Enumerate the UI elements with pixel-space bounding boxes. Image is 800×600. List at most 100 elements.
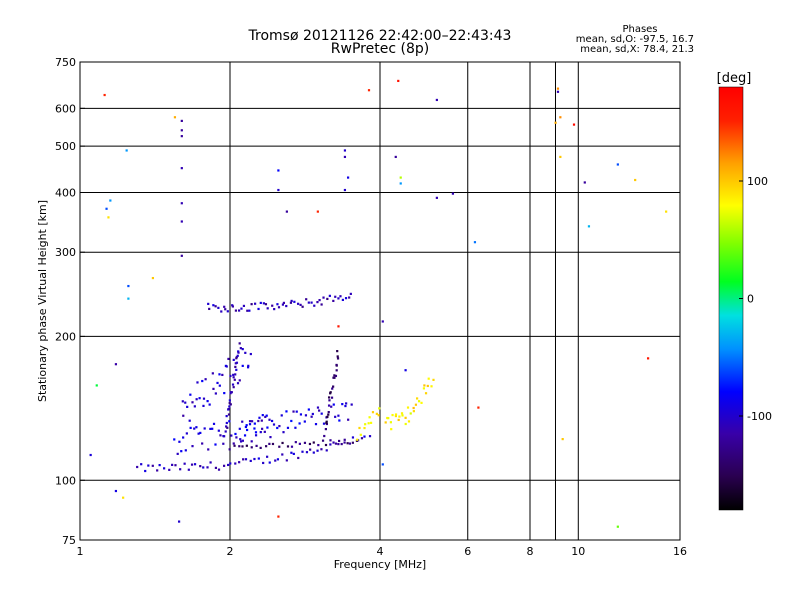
data-point (363, 426, 366, 430)
data-point (387, 417, 390, 420)
x-axis-ticks: 1 2 4 6 8 10 16 (77, 545, 688, 558)
data-point (430, 385, 433, 388)
data-point (307, 301, 310, 304)
data-point (228, 448, 231, 451)
data-point (227, 463, 230, 467)
data-point (247, 364, 250, 367)
data-point (253, 457, 256, 461)
data-point (168, 468, 171, 471)
data-point (199, 465, 202, 468)
chart-subtitle: RwPretec (8p) (331, 41, 429, 57)
data-point (340, 442, 343, 446)
data-point (303, 420, 306, 423)
data-point (174, 464, 177, 467)
data-point (293, 300, 296, 303)
data-point (406, 406, 410, 409)
data-point (225, 425, 228, 428)
data-point (276, 458, 280, 461)
data-point (276, 303, 279, 306)
data-point (217, 468, 221, 471)
data-point (277, 188, 280, 192)
data-point (351, 436, 355, 439)
data-point (184, 449, 187, 452)
data-point (329, 443, 332, 446)
data-point (310, 415, 313, 418)
data-point (244, 458, 248, 461)
data-point (151, 464, 154, 467)
data-point (559, 116, 562, 119)
colorbar-tick-label: 0 (747, 293, 754, 306)
data-point (394, 155, 397, 159)
data-point (378, 407, 381, 410)
x-tick-label: 8 (527, 545, 534, 558)
data-point (336, 355, 339, 358)
data-point (234, 309, 238, 312)
data-point (307, 408, 310, 411)
data-point (156, 469, 159, 472)
data-point (223, 305, 226, 308)
data-point (634, 178, 637, 182)
data-point (171, 463, 174, 466)
data-point (364, 423, 367, 426)
data-point (295, 410, 298, 413)
data-point (95, 384, 98, 387)
data-point (334, 295, 337, 298)
data-point (254, 431, 258, 434)
data-point (144, 469, 147, 473)
data-point (127, 284, 130, 288)
colorbar-tick-label: -100 (747, 410, 772, 423)
data-point (299, 413, 303, 416)
data-point (343, 438, 346, 441)
data-point (554, 121, 557, 124)
data-point (325, 420, 328, 423)
data-point (185, 432, 188, 435)
data-point (238, 427, 241, 430)
data-point (217, 306, 220, 309)
data-point (212, 387, 215, 390)
data-point (182, 436, 185, 439)
data-point (384, 421, 387, 424)
data-point (234, 365, 237, 369)
data-point (103, 93, 106, 97)
data-point (227, 407, 230, 411)
data-point (407, 420, 411, 423)
data-point (346, 442, 349, 445)
data-point (389, 421, 392, 424)
data-point (234, 373, 237, 376)
data-point (316, 210, 319, 213)
data-point (206, 400, 209, 403)
data-point (281, 303, 285, 306)
data-point (207, 302, 210, 305)
data-point (186, 405, 189, 408)
data-point (223, 391, 226, 395)
data-point (263, 430, 266, 433)
data-point (264, 303, 268, 306)
data-point (305, 298, 308, 301)
data-point (206, 466, 209, 469)
data-point (225, 414, 228, 418)
data-point (325, 422, 328, 426)
data-point (184, 401, 187, 404)
data-point (191, 445, 194, 448)
data-point (236, 382, 240, 385)
data-point (328, 294, 331, 297)
data-point (335, 369, 338, 372)
data-point (201, 379, 204, 383)
data-point (114, 363, 118, 366)
data-point (259, 446, 262, 450)
data-point (266, 307, 269, 310)
data-point (240, 307, 243, 310)
y-tick-label: 400 (55, 186, 76, 199)
x-tick-label: 2 (227, 545, 234, 558)
data-point (228, 420, 231, 423)
data-point (231, 305, 235, 308)
data-point (195, 426, 198, 429)
data-point (180, 450, 183, 453)
data-point (248, 309, 251, 312)
data-point (180, 220, 183, 223)
colorbar-tick-label: 100 (747, 175, 768, 188)
data-point (244, 351, 247, 354)
data-point (301, 305, 304, 308)
data-point (245, 424, 248, 427)
data-point (390, 428, 393, 431)
